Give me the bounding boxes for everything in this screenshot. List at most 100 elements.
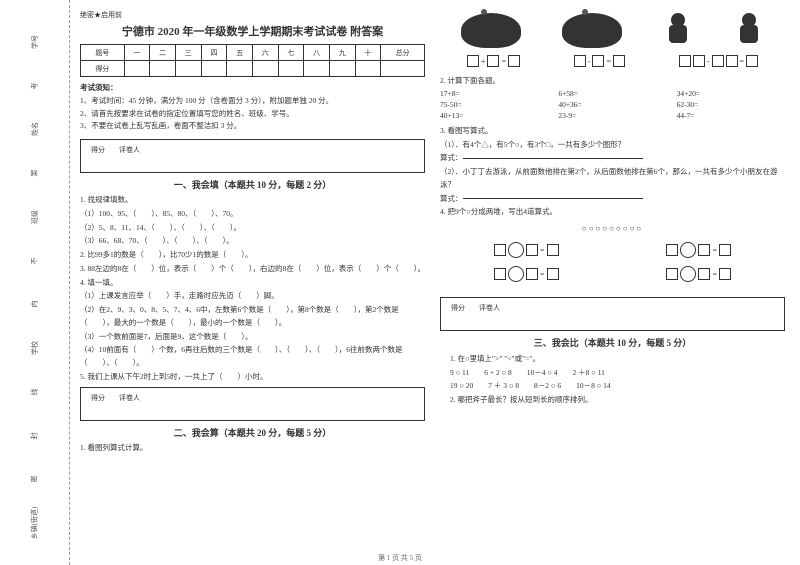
q1c: （3）66、68、70、（ ）、（ ）、（ ）。 <box>80 235 425 248</box>
q4: 4. 填一填。 <box>80 277 425 290</box>
right-column: += -= -= 2. 计算下面各题。 17+8= 6+58= 34+20= 7… <box>440 10 785 540</box>
row1: 9 ○ 11 6 + 2 ○ 8 10－4 ○ 4 2 ＋8 ○ 11 <box>450 366 785 380</box>
th: 一 <box>124 45 150 61</box>
scorebox-b: 评卷人 <box>473 302 506 314</box>
section-1-content: 1. 找规律填数。 （1）100、95、（ ）、85、80、（ ）、70。 （2… <box>80 194 425 385</box>
apples-icon <box>461 13 521 48</box>
answer-line[interactable] <box>463 198 643 199</box>
calc-cell: 44-7= <box>677 111 785 120</box>
box[interactable] <box>746 55 758 67</box>
calc-cell: 23-9= <box>558 111 666 120</box>
section-scorebox: 得分评卷人 <box>80 387 425 421</box>
q3a-label: 算式： <box>440 153 463 162</box>
box[interactable] <box>526 244 538 256</box>
op-circle[interactable] <box>508 242 524 258</box>
box[interactable] <box>613 55 625 67</box>
section-1-title: 一、我会填（本题共 10 分，每题 2 分） <box>80 178 425 191</box>
box[interactable] <box>719 244 731 256</box>
q3: 3. 88左边的8在（ ）位，表示（ ）个（ ），右边的8在（ ）位，表示（ ）… <box>80 263 425 276</box>
box[interactable] <box>547 268 559 280</box>
q3b-label: 算式： <box>440 194 463 203</box>
kid-icon <box>734 13 764 48</box>
op-circle[interactable] <box>680 242 696 258</box>
th: 十 <box>355 45 381 61</box>
scorebox-b: 评卷人 <box>113 392 146 404</box>
eq: = <box>621 266 776 282</box>
margin-label-school: 学校 <box>30 341 40 355</box>
th: 二 <box>150 45 176 61</box>
box[interactable] <box>494 244 506 256</box>
page-body: 绝密★启用前 宁德市 2020 年一年级数学上学期期末考试试卷 附答案 题号 一… <box>80 10 790 540</box>
exam-title: 宁德市 2020 年一年级数学上学期期末考试试卷 附答案 <box>80 23 425 39</box>
q4d: （4）10前面有（ ）个数，6再往后数的三个数是（ ）、（ ）、（ ），6往前数… <box>80 344 425 370</box>
secret-label: 绝密★启用前 <box>80 10 425 20</box>
section-scorebox: 得分评卷人 <box>80 139 425 173</box>
figure-row <box>440 10 785 50</box>
q4c: （3）一个数前面是7，后面是9，这个数是（ ）。 <box>80 331 425 344</box>
box[interactable] <box>698 244 710 256</box>
box[interactable] <box>592 55 604 67</box>
eq: += <box>467 55 520 67</box>
td: 得分 <box>81 61 125 77</box>
margin-hint: 内 <box>30 301 40 308</box>
box[interactable] <box>666 244 678 256</box>
th: 八 <box>304 45 330 61</box>
q1b: （2）5、8、11、14、（ ）、（ ）、（ ）。 <box>80 222 425 235</box>
rules-title: 考试须知： <box>80 82 425 95</box>
eq: -= <box>679 55 758 67</box>
box[interactable] <box>726 55 738 67</box>
rule-2: 2、请首先按要求在试卷的指定位置填写您的姓名、班级、学号。 <box>80 108 425 121</box>
box[interactable] <box>487 55 499 67</box>
box[interactable] <box>467 55 479 67</box>
margin-label-town: 乡镇(街道) <box>29 507 39 540</box>
q4: 4. 把9个○分成两堆，写出4道算式。 <box>440 206 785 219</box>
box[interactable] <box>574 55 586 67</box>
q2: 2. 比99多1的数是（ ），比70少1的数是（ ）。 <box>80 249 425 262</box>
margin-hint: 考 <box>30 82 40 89</box>
box[interactable] <box>508 55 520 67</box>
eq: -= <box>574 55 625 67</box>
op-circle[interactable] <box>680 266 696 282</box>
four-equations: = = = = <box>440 242 785 290</box>
binding-margin: 学号 考 姓名 案 班级 不 内 学校 线 封 密 乡镇(街道) <box>0 0 70 565</box>
q4a: （1）上课发言应举（ ）手，走路时应先迈（ ）脚。 <box>80 290 425 303</box>
margin-hint: 封 <box>30 432 40 439</box>
box[interactable] <box>526 268 538 280</box>
score-value-row: 得分 <box>81 61 425 77</box>
th: 九 <box>329 45 355 61</box>
margin-hint: 案 <box>30 170 40 177</box>
calc-cell: 40+36= <box>558 100 666 109</box>
left-column: 绝密★启用前 宁德市 2020 年一年级数学上学期期末考试试卷 附答案 题号 一… <box>80 10 425 540</box>
circles-row: ○○○○○○○○○ <box>440 224 785 233</box>
margin-label-name: 姓名 <box>30 122 40 136</box>
th: 七 <box>278 45 304 61</box>
exam-rules: 考试须知： 1、考试时间：45 分钟，满分为 100 分（含卷面分 3 分），附… <box>80 82 425 133</box>
calc-cell: 34+20= <box>677 89 785 98</box>
box[interactable] <box>712 55 724 67</box>
box[interactable] <box>698 268 710 280</box>
q5: 5. 我们上课从下午2时上到5时，一共上了（ ）小时。 <box>80 371 425 384</box>
box[interactable] <box>719 268 731 280</box>
scorebox-a: 得分 <box>445 302 471 314</box>
q2: 2. 计算下面各题。 <box>440 75 785 88</box>
box[interactable] <box>693 55 705 67</box>
calc-grid: 17+8= 6+58= 34+20= 75-50= 40+36= 62-30= … <box>440 89 785 120</box>
box[interactable] <box>494 268 506 280</box>
margin-label-id: 学号 <box>30 35 40 49</box>
box[interactable] <box>666 268 678 280</box>
box[interactable] <box>547 244 559 256</box>
q3a: （1）．有4个△，有5个○，有3个□，一共有多少个图形？ <box>440 139 785 152</box>
box[interactable] <box>679 55 691 67</box>
scorebox-a: 得分 <box>85 392 111 404</box>
equation-group: += -= -= <box>440 55 785 70</box>
q: 1. 看图列算式计算。 <box>80 442 425 455</box>
scorebox-a: 得分 <box>85 144 111 156</box>
op-circle[interactable] <box>508 266 524 282</box>
apples-icon <box>562 13 622 48</box>
q1a: （1）100、95、（ ）、85、80、（ ）、70。 <box>80 208 425 221</box>
q3b: （2）．小丁丁去游泳，从前面数他排在第2个，从后面数他排在第6个，那么，一共有多… <box>440 166 785 192</box>
calc-cell: 40+13= <box>440 111 548 120</box>
th: 五 <box>227 45 253 61</box>
answer-line[interactable] <box>463 158 643 159</box>
th: 题号 <box>81 45 125 61</box>
